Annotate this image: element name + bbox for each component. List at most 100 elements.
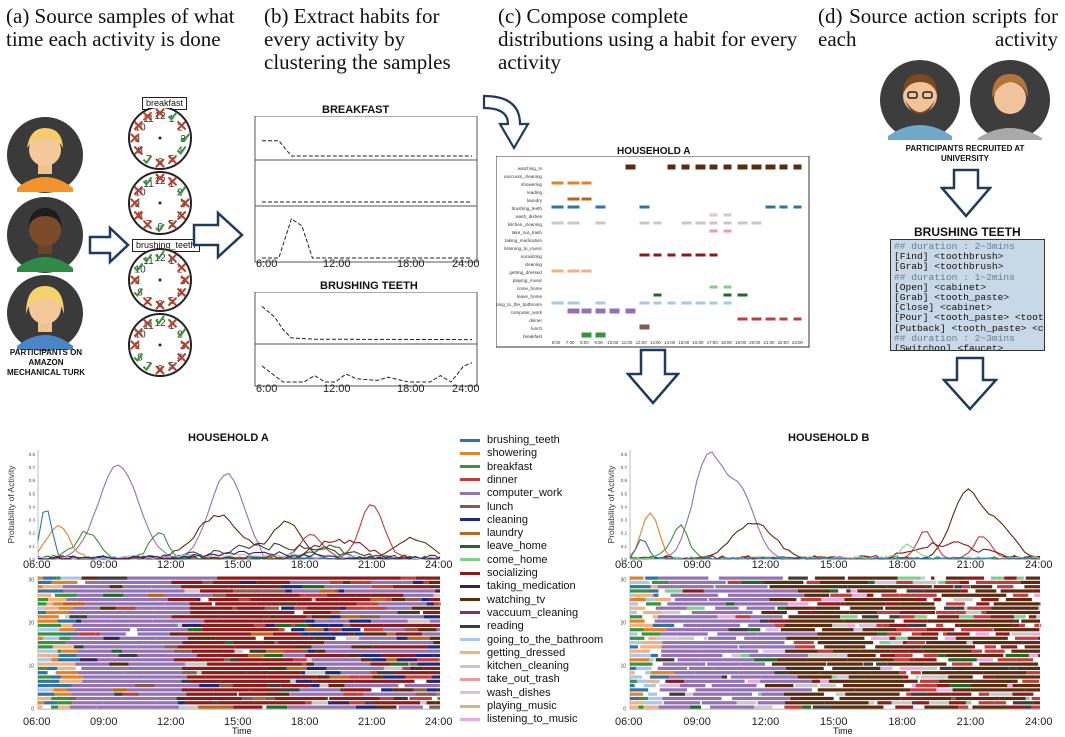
schedule-cell [434, 662, 440, 666]
schedule-cell [976, 602, 990, 606]
schedule-cell [383, 628, 405, 632]
schedule-block [581, 332, 592, 338]
schedule-cell [727, 580, 741, 584]
schedule-cell [437, 688, 440, 692]
schedule-cell [46, 602, 54, 606]
y-tick: 30 [28, 577, 34, 583]
schedule-cell [269, 615, 277, 619]
schedule-cell [310, 684, 320, 688]
schedule-cell [1022, 679, 1040, 683]
schedule-cell [407, 619, 430, 623]
schedule-block [737, 317, 748, 321]
schedule-cell [433, 649, 440, 653]
legend-item: listening_to_music [460, 711, 578, 727]
cross-icon [155, 365, 165, 375]
schedule-block [723, 164, 732, 170]
schedule-cell [385, 598, 392, 602]
schedule-cell [1031, 696, 1040, 701]
schedule-cell [81, 576, 98, 580]
y-tick: 0.1 [621, 544, 628, 549]
schedule-cell [900, 593, 918, 597]
schedule-cell [409, 696, 417, 701]
schedule-cell [427, 585, 440, 589]
script-title: BRUSHING TEETH [914, 225, 1021, 239]
schedule-cell [946, 628, 955, 632]
schedule-cell [769, 598, 797, 602]
schedule-cell [949, 701, 966, 705]
schedule-cell [896, 628, 914, 632]
schedule-cell [921, 645, 972, 649]
schedule-cell [660, 632, 684, 636]
schedule-cell [147, 641, 183, 645]
schedule-cell [340, 671, 371, 675]
schedule-cell [738, 671, 775, 675]
schedule-block [581, 269, 592, 273]
schedule-block [653, 253, 662, 257]
schedule-cell [630, 701, 644, 705]
schedule-block [639, 221, 650, 225]
schedule-cell [417, 658, 439, 662]
schedule-cell [103, 636, 120, 640]
schedule-cell [970, 585, 993, 589]
schedule-cell [426, 602, 435, 606]
legend-label: dinner [487, 473, 518, 486]
schedule-cell [654, 598, 671, 602]
time-tick: 24:00 [1025, 716, 1053, 728]
schedule-cell [1007, 705, 1025, 709]
schedule-cell [936, 684, 951, 688]
schedule-cell [630, 653, 646, 658]
y-tick: 0.7 [621, 465, 628, 470]
schedule-cell [630, 606, 646, 610]
legend-swatch [460, 624, 480, 628]
schedule-cell [421, 632, 440, 636]
schedule-cell [668, 580, 726, 584]
schedule-cell [662, 662, 706, 666]
schedule-cell [312, 679, 355, 683]
schedule-cell [306, 658, 312, 662]
schedule-cell [429, 598, 440, 602]
svg-text:12: 12 [154, 176, 166, 187]
schedule-cell [199, 684, 220, 688]
avatar-woman [970, 60, 1050, 140]
schedule-cell [283, 653, 306, 658]
schedule-cell [643, 705, 659, 709]
schedule-cell [648, 696, 663, 701]
schedule-cell [945, 615, 960, 619]
schedule-cell [661, 653, 723, 658]
y-tick: 30 [620, 577, 626, 583]
schedule-cell [186, 692, 238, 696]
schedule-cell [115, 606, 136, 610]
schedule-cell [809, 606, 816, 610]
time-tick: 21:00 [358, 716, 386, 728]
schedule-cell [202, 580, 213, 584]
schedule-cell [948, 675, 973, 679]
schedule-cell [959, 658, 977, 662]
legend-swatch [460, 677, 480, 681]
time-tick: 21:00 [956, 716, 985, 728]
schedule-cell [62, 602, 86, 606]
schedule-cell [847, 653, 876, 658]
legend-item: take_out_trash [460, 671, 560, 687]
schedule-cell [1019, 623, 1026, 627]
schedule-cell [981, 628, 993, 632]
schedule-cell [983, 675, 995, 679]
schedule-cell [433, 653, 440, 658]
check-icon [155, 250, 165, 260]
schedule-cell [371, 701, 421, 705]
schedule-cell [65, 615, 70, 619]
schedule-cell [836, 675, 849, 679]
avatar-blue [7, 275, 83, 351]
schedule-cell [215, 636, 256, 640]
schedule-cell [817, 610, 850, 615]
schedule-cell [967, 606, 992, 610]
household-a-small-title: HOUSEHOLD A [617, 146, 691, 157]
schedule-cell [912, 580, 937, 584]
svg-text:12: 12 [154, 111, 166, 122]
schedule-block [609, 308, 620, 314]
schedule-cell [630, 662, 653, 666]
schedule-cell [754, 576, 783, 580]
clock-face: 123456789101112 [128, 248, 192, 312]
schedule-cell [330, 615, 341, 619]
legend-label: come_home [487, 553, 548, 566]
schedule-cell [959, 580, 970, 584]
